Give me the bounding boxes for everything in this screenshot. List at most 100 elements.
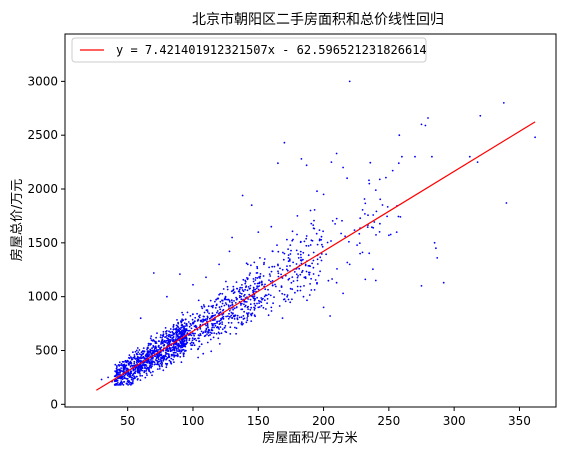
data-point — [125, 382, 128, 385]
data-point — [197, 337, 200, 340]
data-point — [340, 232, 342, 235]
data-point — [172, 328, 175, 330]
data-point — [210, 316, 212, 319]
data-point — [131, 358, 134, 361]
data-point — [155, 342, 158, 344]
data-point — [151, 347, 153, 350]
data-point — [218, 312, 221, 314]
data-point — [144, 376, 147, 379]
data-point — [149, 349, 152, 352]
y-tick-label: 3000 — [27, 74, 58, 88]
data-point — [286, 238, 288, 241]
data-point — [225, 315, 228, 318]
data-point — [129, 365, 132, 368]
data-point — [287, 248, 289, 251]
data-point — [143, 371, 146, 374]
data-point — [136, 359, 138, 362]
data-point — [120, 367, 122, 369]
data-point — [197, 299, 200, 302]
data-point — [252, 278, 255, 280]
data-point — [210, 332, 213, 335]
data-point — [162, 333, 165, 336]
data-point — [247, 308, 250, 310]
data-point — [150, 353, 153, 355]
data-point — [267, 288, 269, 291]
data-point — [159, 358, 162, 360]
data-point — [160, 342, 163, 344]
data-point — [160, 361, 163, 364]
data-point — [203, 305, 206, 308]
data-point — [161, 339, 164, 341]
data-point — [534, 136, 536, 139]
data-point — [138, 353, 141, 355]
data-point — [211, 329, 214, 332]
data-point — [169, 336, 172, 338]
data-point — [216, 322, 218, 324]
data-point — [183, 329, 186, 332]
data-point — [252, 288, 255, 290]
data-point — [321, 245, 324, 248]
data-point — [268, 279, 270, 281]
data-point — [159, 348, 162, 350]
data-point — [165, 332, 168, 335]
data-point — [259, 273, 262, 275]
data-point — [202, 315, 205, 318]
data-point — [312, 227, 315, 230]
data-point — [246, 289, 249, 292]
data-point — [368, 179, 370, 182]
x-tick-label: 50 — [120, 414, 135, 428]
data-point — [160, 353, 163, 356]
data-point — [124, 360, 127, 363]
plot-area-frame — [64, 33, 557, 408]
data-point — [176, 338, 179, 340]
data-point — [271, 265, 274, 268]
data-point — [253, 309, 256, 311]
data-point — [166, 295, 168, 298]
data-point — [200, 320, 203, 323]
data-point — [200, 343, 203, 346]
data-point — [342, 166, 344, 169]
data-point — [145, 361, 148, 364]
data-point — [177, 336, 180, 339]
data-point — [152, 370, 154, 373]
data-point — [227, 298, 230, 301]
data-point — [182, 345, 184, 347]
data-point — [268, 273, 271, 275]
data-point — [331, 278, 333, 280]
data-point — [136, 357, 139, 360]
data-point — [173, 356, 176, 358]
data-point — [172, 344, 175, 346]
data-point — [168, 359, 171, 362]
data-point — [386, 215, 388, 218]
data-point — [221, 328, 224, 331]
data-point — [237, 321, 240, 324]
data-point — [299, 259, 302, 262]
data-point — [318, 229, 321, 232]
data-point — [262, 306, 265, 309]
data-point — [135, 349, 138, 352]
data-point — [190, 344, 193, 347]
data-point — [267, 293, 270, 296]
data-point — [154, 359, 157, 361]
data-point — [275, 285, 277, 288]
data-point — [220, 332, 223, 335]
data-point — [139, 379, 142, 381]
data-point — [246, 278, 249, 281]
data-point — [262, 275, 265, 277]
data-point — [300, 256, 302, 259]
data-point — [216, 311, 218, 314]
data-point — [273, 296, 275, 298]
data-point — [234, 326, 236, 329]
data-point — [228, 312, 230, 315]
data-point — [146, 348, 148, 350]
y-tick-label: 2000 — [27, 182, 58, 196]
data-point — [169, 349, 172, 351]
data-point — [205, 328, 208, 331]
data-point — [231, 304, 234, 306]
data-point — [133, 354, 136, 356]
data-point — [118, 361, 121, 364]
y-tick-label: 2500 — [27, 128, 58, 142]
data-point — [198, 316, 201, 319]
data-point — [189, 342, 192, 345]
data-point — [292, 261, 294, 264]
